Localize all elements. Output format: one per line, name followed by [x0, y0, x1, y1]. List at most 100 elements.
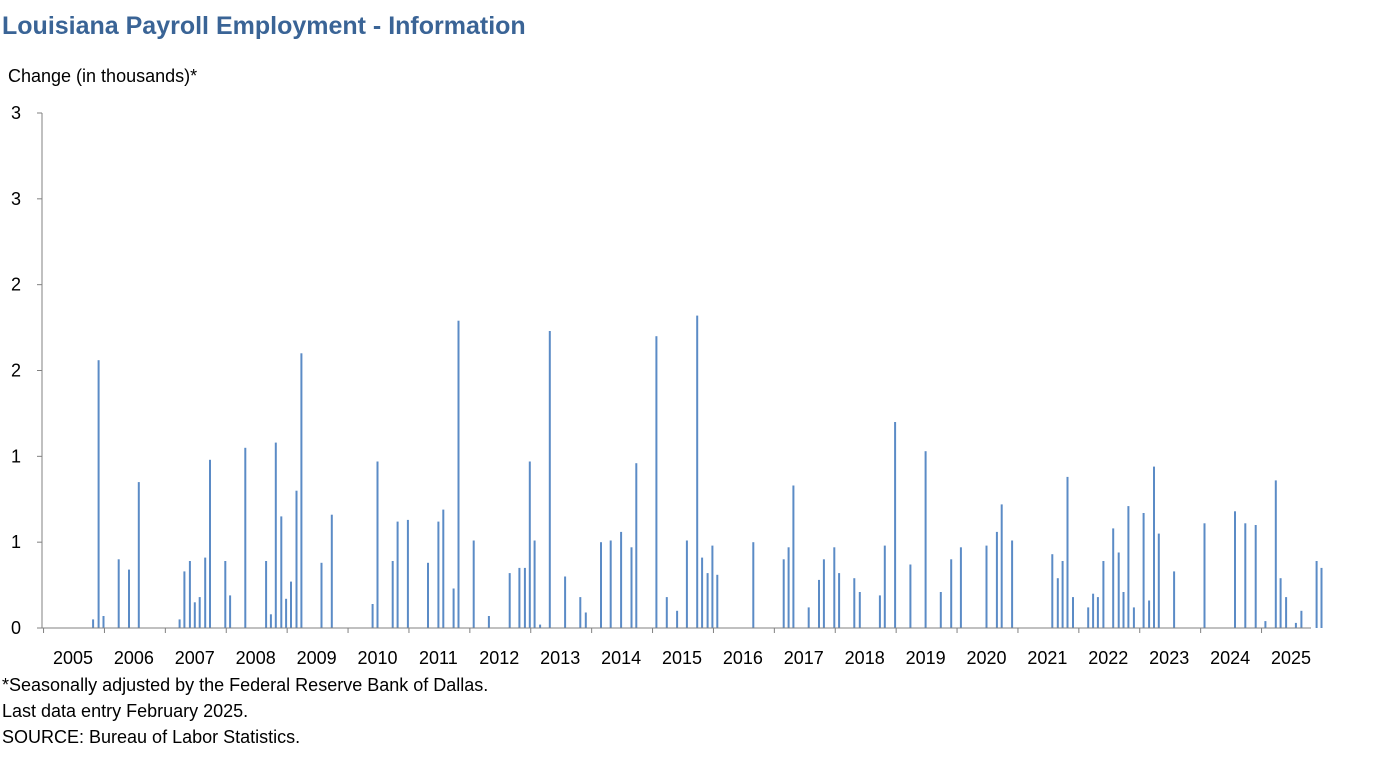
- x-tick-label: 2012: [479, 648, 519, 668]
- bar: [685, 540, 688, 628]
- x-tick-label: 2020: [966, 648, 1006, 668]
- bar: [792, 485, 795, 628]
- bar: [1279, 578, 1282, 628]
- bar: [579, 597, 582, 628]
- y-tick-label: 2: [11, 361, 21, 381]
- x-tick-label: 2025: [1271, 648, 1311, 668]
- x-tick-label: 2022: [1088, 648, 1128, 668]
- bar: [1132, 607, 1135, 628]
- bar: [457, 320, 460, 628]
- bar: [716, 574, 719, 628]
- bar: [1087, 607, 1090, 628]
- bar: [224, 561, 227, 628]
- bar: [1234, 511, 1236, 628]
- bar: [924, 451, 927, 628]
- bar: [1244, 523, 1247, 628]
- bar: [909, 564, 912, 628]
- bar: [1117, 552, 1120, 628]
- bar: [1096, 597, 1099, 628]
- bar: [265, 561, 268, 628]
- bar: [878, 595, 881, 628]
- bar: [1122, 592, 1125, 628]
- bar: [396, 521, 399, 628]
- bar: [371, 604, 374, 628]
- y-tick-label: 1: [11, 532, 21, 552]
- bar: [665, 597, 668, 628]
- bar: [564, 576, 567, 628]
- x-ticks: 2005 2006 2007 2008 2009 2010 2011 2012 2013 2014…: [43, 628, 1311, 668]
- bar: [1066, 476, 1069, 628]
- bar: [1274, 480, 1277, 628]
- footnote-last-entry: Last data entry February 2025.: [2, 701, 249, 721]
- bar: [1061, 561, 1064, 628]
- bar: [548, 331, 551, 628]
- bar: [193, 602, 196, 629]
- y-tick-label: 1: [11, 446, 21, 466]
- bar: [391, 561, 394, 628]
- x-tick-label: 2015: [662, 648, 702, 668]
- footnote-source: SOURCE: Bureau of Labor Statistics.: [2, 727, 301, 747]
- bar: [752, 542, 755, 628]
- bar: [178, 619, 181, 628]
- bar: [894, 422, 897, 628]
- x-tick-label: 2010: [357, 648, 397, 668]
- bar: [300, 353, 303, 628]
- y-tick-label: 3: [11, 103, 21, 123]
- bar: [290, 581, 292, 628]
- bar: [706, 573, 709, 628]
- x-tick-label: 2009: [297, 648, 337, 668]
- bar: [188, 561, 191, 628]
- chart-title: Louisiana Payroll Employment - Informati…: [2, 12, 526, 40]
- bar: [1294, 622, 1297, 628]
- bar: [406, 519, 409, 628]
- bar: [295, 490, 298, 628]
- bar: [838, 573, 841, 628]
- bar: [1148, 600, 1151, 628]
- x-tick-label: 2007: [175, 648, 215, 668]
- bar: [280, 516, 283, 628]
- bar: [1112, 528, 1115, 628]
- x-tick-label: 2011: [419, 648, 458, 668]
- x-tick-label: 2016: [723, 648, 763, 668]
- bar: [1092, 593, 1095, 628]
- x-tick-label: 2017: [784, 648, 824, 668]
- bar: [1102, 561, 1105, 628]
- bar: [92, 619, 95, 628]
- bar: [818, 579, 820, 628]
- y-ticks: 0 1 1 2 2 3 3: [11, 103, 42, 638]
- bar: [518, 567, 521, 628]
- x-tick-label: 2018: [845, 648, 885, 668]
- bar: [1000, 504, 1003, 628]
- bar: [696, 315, 699, 628]
- bar: [508, 573, 511, 628]
- bar: [97, 360, 100, 628]
- bar: [787, 547, 790, 628]
- axes: [41, 113, 1311, 629]
- bar: [807, 607, 810, 628]
- bar: [1056, 578, 1059, 628]
- bar: [1072, 597, 1074, 628]
- bar: [630, 547, 633, 628]
- bar: [1315, 561, 1318, 628]
- y-tick-label: 0: [11, 618, 21, 638]
- bar: [1011, 540, 1014, 628]
- bar: [472, 540, 475, 628]
- bar: [701, 557, 704, 628]
- bar: [376, 461, 379, 628]
- bar: [833, 547, 836, 628]
- bar: [229, 595, 232, 628]
- bar: [320, 562, 323, 628]
- x-tick-label: 2019: [906, 648, 946, 668]
- bar: [1142, 513, 1145, 628]
- bar: [959, 547, 962, 628]
- bar: [437, 521, 440, 628]
- bar: [1051, 554, 1054, 628]
- bar: [1320, 567, 1323, 628]
- bar: [853, 578, 856, 628]
- x-tick-label: 2005: [53, 648, 93, 668]
- bar: [1285, 597, 1288, 628]
- x-tick-label: 2006: [114, 648, 154, 668]
- bar: [950, 559, 953, 628]
- x-tick-label: 2023: [1149, 648, 1189, 668]
